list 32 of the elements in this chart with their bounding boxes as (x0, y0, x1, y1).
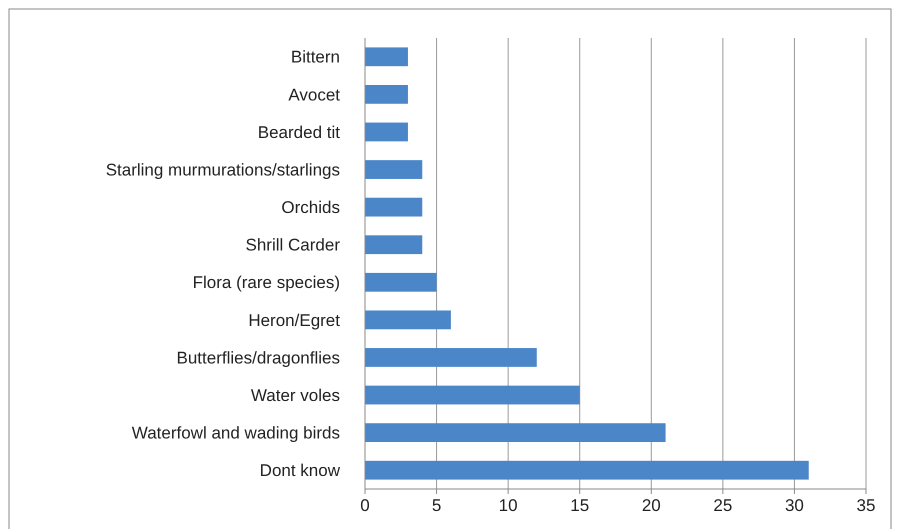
bar (365, 310, 451, 330)
bar (365, 235, 422, 254)
bar (365, 460, 809, 480)
y-tick-label: Shrill Carder (246, 236, 340, 255)
x-tick-label: 15 (570, 496, 590, 515)
y-tick-label: Water voles (250, 386, 340, 405)
bar (365, 423, 666, 442)
y-tick-label: Dont know (260, 461, 341, 480)
y-tick-label: Waterfowl and wading birds (132, 424, 340, 443)
x-tick-label: 10 (498, 496, 518, 515)
bar (365, 272, 437, 292)
bar (365, 84, 408, 104)
x-tick-label: 5 (432, 496, 442, 515)
x-tick-label: 25 (713, 496, 732, 515)
x-tick-label: 35 (856, 496, 876, 515)
bar (365, 198, 422, 217)
x-tick-label: 0 (360, 496, 370, 515)
bar (365, 47, 408, 66)
y-tick-label: Starling murmurations/starlings (106, 160, 340, 180)
y-tick-label: Avocet (288, 85, 340, 104)
x-tick-label: 20 (642, 496, 661, 515)
y-tick-label: Bearded tit (258, 122, 340, 142)
bar (365, 160, 422, 179)
bar (365, 386, 580, 404)
bar (365, 122, 408, 142)
y-tick-label: Heron/Egret (248, 310, 340, 330)
bar (365, 348, 537, 367)
y-tick-label: Bittern (290, 48, 340, 67)
y-tick-label: Orchids (281, 198, 340, 218)
y-tick-label: Butterflies/dragonflies (176, 348, 340, 368)
x-tick-label: 30 (784, 496, 804, 515)
y-tick-label: Flora (rare species) (192, 273, 340, 292)
